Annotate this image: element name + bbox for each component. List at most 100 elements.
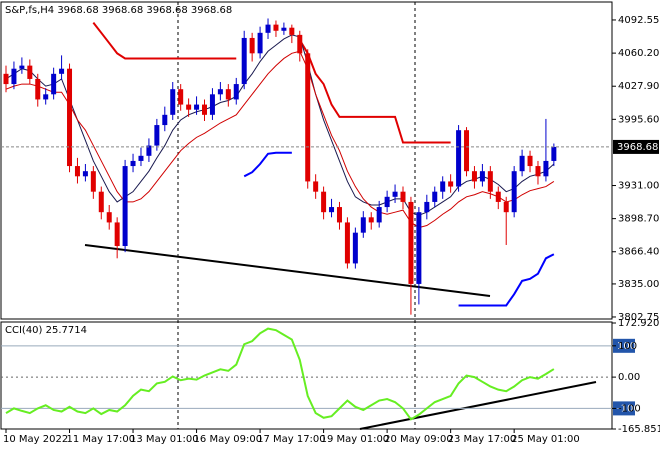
current-price-box xyxy=(613,139,659,154)
candle-body xyxy=(225,89,231,100)
candle-body xyxy=(281,27,287,31)
candle-body xyxy=(448,181,454,187)
candle-body xyxy=(495,191,501,202)
candle-body xyxy=(98,191,104,213)
candle-body xyxy=(329,207,335,213)
y-tick-label: 3802.75 xyxy=(618,312,659,323)
indicator-title: CCI(40) 25.7714 xyxy=(5,325,87,336)
x-tick-label: 19 May 01:00 xyxy=(321,434,390,445)
candle-body xyxy=(170,89,176,115)
level-label: -100 xyxy=(617,403,640,414)
candle-body xyxy=(257,32,263,54)
candle-body xyxy=(416,212,422,284)
x-tick-label: 25 May 01:00 xyxy=(511,434,580,445)
candle-body xyxy=(400,191,406,202)
y-tick-label: 3835.00 xyxy=(618,279,659,290)
candle-body xyxy=(67,68,73,167)
cci-line xyxy=(5,327,555,421)
level-box xyxy=(613,401,635,416)
candle-body xyxy=(233,84,239,100)
y-tick-label: 4060.20 xyxy=(618,48,659,59)
y-tick-label: 100 xyxy=(618,341,637,352)
candle-body xyxy=(297,34,303,54)
cci-pane xyxy=(0,321,613,430)
candle-body xyxy=(321,191,327,213)
y-tick-label: 3898.70 xyxy=(618,214,659,225)
candle-body xyxy=(464,130,470,172)
indicator-line xyxy=(5,50,555,229)
x-tick-label: 16 May 09:00 xyxy=(194,434,263,445)
level-box xyxy=(613,338,635,353)
candle-body xyxy=(424,201,430,213)
candle-body xyxy=(368,217,374,223)
candle-body xyxy=(59,68,65,74)
y-tick-label: -100 xyxy=(618,403,641,414)
x-tick-label: 20 May 09:00 xyxy=(384,434,453,445)
candle-body xyxy=(114,222,120,247)
candle-body xyxy=(3,73,9,85)
candle-body xyxy=(202,104,207,115)
x-tick-label: 13 May 01:00 xyxy=(130,434,199,445)
candle-body xyxy=(249,37,255,54)
trend-line xyxy=(359,381,597,430)
x-tick-label: 11 May 17:00 xyxy=(67,434,136,445)
candle-body xyxy=(146,145,152,156)
candle-body xyxy=(313,181,319,192)
y-tick-label: 4092.55 xyxy=(618,15,659,26)
candle-body xyxy=(265,24,271,33)
candle-body xyxy=(194,104,200,110)
candle-body xyxy=(471,171,477,182)
candle-body xyxy=(43,94,49,100)
candle-body xyxy=(122,166,128,247)
candle-body xyxy=(154,125,160,146)
candle-body xyxy=(35,78,41,100)
candle-body xyxy=(336,207,342,223)
candle-body xyxy=(519,155,525,172)
candle-body xyxy=(352,232,358,264)
candle-body xyxy=(74,166,80,177)
candle-body xyxy=(186,104,192,110)
candle-body xyxy=(503,201,509,213)
y-tick-label: 3866.40 xyxy=(618,247,659,258)
candle-body xyxy=(432,191,438,202)
candle-body xyxy=(130,160,136,167)
candle-body xyxy=(543,160,549,177)
candle-body xyxy=(273,24,279,31)
candle-body xyxy=(106,212,112,223)
level-label: 100 xyxy=(617,341,636,352)
x-tick-label: 23 May 17:00 xyxy=(448,434,517,445)
candle-body xyxy=(19,65,25,69)
candle-body xyxy=(344,222,350,264)
trend-line xyxy=(84,244,491,297)
candle-body xyxy=(456,130,462,187)
candle-body xyxy=(479,171,485,182)
candle-body xyxy=(527,155,533,167)
indicator-line xyxy=(5,34,555,216)
y-tick-label: 0.00 xyxy=(618,372,640,383)
candle-body xyxy=(138,155,144,161)
candle-body xyxy=(209,94,215,115)
indicator-line xyxy=(92,21,451,144)
candle-body xyxy=(82,171,88,177)
candle-body xyxy=(241,37,247,85)
y-tick-label: -165.8517 xyxy=(618,424,660,435)
current-price-label: 3968.68 xyxy=(617,142,658,153)
candle-body xyxy=(392,191,398,197)
candle-body xyxy=(289,27,295,35)
candle-body xyxy=(376,207,382,223)
candle-body xyxy=(384,196,390,208)
candle-body xyxy=(487,171,493,192)
candle-body xyxy=(162,114,168,126)
candle-body xyxy=(408,201,414,284)
y-tick-label: 172.9205 xyxy=(618,318,660,329)
candle-body xyxy=(551,146,557,161)
y-tick-label: 3995.60 xyxy=(618,114,659,125)
candle-body xyxy=(27,65,33,79)
candle-body xyxy=(51,73,57,95)
y-tick-label: 4027.90 xyxy=(618,81,659,92)
x-tick-label: 17 May 17:00 xyxy=(257,434,326,445)
candle-body xyxy=(535,166,541,177)
x-tick-label: 10 May 2022 xyxy=(3,434,68,445)
candle-body xyxy=(305,53,311,182)
